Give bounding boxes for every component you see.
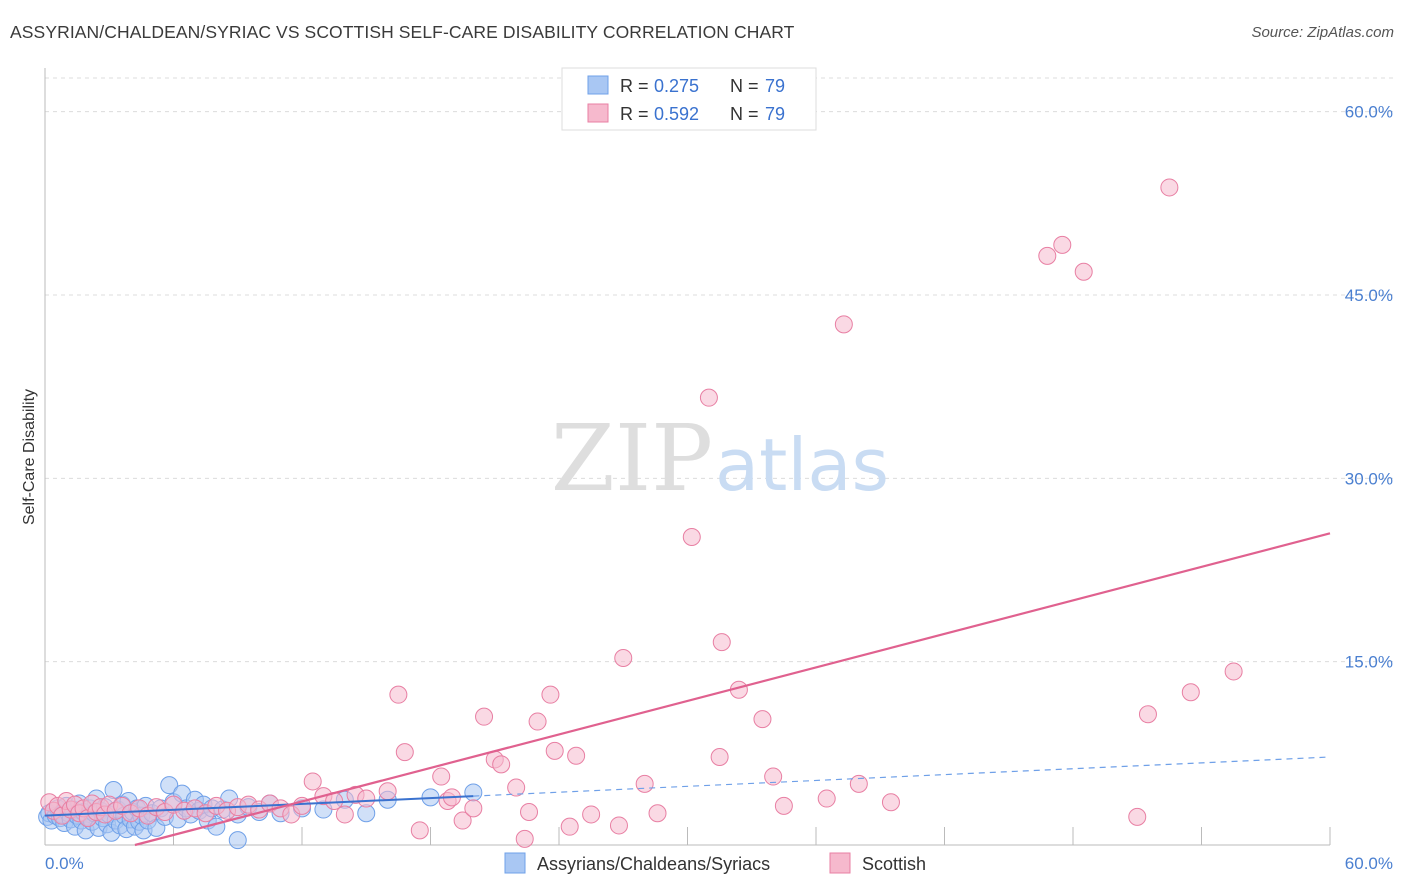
x-tick-label-1: 60.0% — [1345, 854, 1393, 873]
legend-n-label-1: N = — [730, 76, 759, 96]
point-scottish-78 — [1038, 246, 1057, 265]
y-axis-label: Self-Care Disability — [21, 389, 38, 525]
point-scottish-56 — [528, 712, 547, 731]
point-scottish-48 — [453, 811, 472, 830]
point-scottish-50 — [475, 707, 494, 726]
point-scottish-54 — [515, 829, 534, 848]
legend-r-value-2: 0.592 — [654, 104, 699, 124]
data-points — [38, 178, 1243, 850]
axes — [44, 68, 1331, 846]
point-scottish-55 — [520, 803, 539, 821]
watermark-atlas: atlas — [715, 423, 889, 507]
legend-n-label-2: N = — [730, 104, 759, 124]
point-scottish-58 — [545, 741, 564, 760]
bottom-legend-label-scottish: Scottish — [862, 854, 926, 874]
point-scottish-65 — [648, 804, 667, 823]
point-scottish-61 — [582, 805, 601, 824]
point-scottish-72 — [764, 767, 783, 786]
point-scottish-79 — [1053, 235, 1072, 254]
point-assyrian-78 — [228, 831, 247, 850]
point-scottish-59 — [560, 817, 579, 836]
trend-line-assyrian-extension — [473, 756, 1331, 797]
y-tick-label-1: 30.0% — [1345, 469, 1393, 488]
point-scottish-66 — [682, 528, 701, 546]
point-scottish-49 — [464, 799, 483, 818]
point-scottish-77 — [881, 793, 900, 812]
point-scottish-75 — [834, 315, 853, 334]
trend-line-scottish — [134, 532, 1331, 847]
legend-swatch-assyrian — [587, 75, 609, 95]
legend-r-label-1: R = — [620, 76, 649, 96]
point-scottish-76 — [849, 774, 868, 793]
point-scottish-69 — [712, 633, 731, 652]
point-scottish-84 — [1181, 683, 1200, 702]
x-tick-label-0: 0.0% — [45, 854, 84, 873]
legend-swatch-scottish — [587, 103, 609, 123]
point-scottish-82 — [1138, 705, 1157, 724]
point-scottish-53 — [507, 778, 526, 797]
point-scottish-83 — [1160, 178, 1179, 197]
legend-r-label-2: R = — [620, 104, 649, 124]
legend: R = 0.275 N = 79 R = 0.592 N = 79 — [561, 67, 817, 131]
point-scottish-52 — [492, 755, 511, 774]
bottom-legend: Assyrians/Chaldeans/Syriacs Scottish — [504, 852, 926, 874]
point-scottish-63 — [614, 649, 633, 667]
watermark-zip: ZIP — [551, 405, 713, 512]
watermark: ZIP atlas — [551, 405, 889, 512]
point-scottish-43 — [395, 743, 414, 762]
y-tick-label-0: 15.0% — [1345, 653, 1393, 672]
point-scottish-42 — [389, 685, 408, 704]
point-scottish-73 — [774, 796, 793, 815]
trend-lines — [44, 532, 1331, 847]
chart-source: Source: ZipAtlas.com — [1251, 24, 1394, 41]
point-assyrian-77 — [464, 783, 483, 802]
point-scottish-40 — [357, 789, 376, 808]
y-tick-label-3: 60.0% — [1345, 103, 1393, 122]
point-scottish-67 — [699, 388, 718, 407]
point-scottish-71 — [753, 710, 772, 729]
point-scottish-68 — [710, 748, 729, 766]
point-scottish-85 — [1224, 662, 1243, 681]
point-scottish-64 — [635, 774, 654, 793]
point-assyrian-52 — [160, 776, 179, 795]
bottom-legend-swatch-assyrian — [504, 852, 526, 874]
point-scottish-81 — [1128, 807, 1147, 826]
point-scottish-45 — [432, 767, 451, 786]
y-tick-label-2: 45.0% — [1345, 286, 1393, 305]
tick-labels: 15.0% 30.0% 45.0% 60.0% 0.0% 60.0% — [45, 103, 1393, 873]
legend-n-value-2: 79 — [765, 104, 785, 124]
legend-n-value-1: 79 — [765, 76, 785, 96]
legend-r-value-1: 0.275 — [654, 76, 699, 96]
point-scottish-35 — [303, 772, 322, 791]
point-scottish-74 — [817, 789, 836, 808]
point-scottish-44 — [410, 821, 429, 840]
bottom-legend-label-assyrian: Assyrians/Chaldeans/Syriacs — [537, 854, 770, 874]
point-scottish-80 — [1074, 262, 1093, 281]
point-scottish-60 — [567, 746, 586, 765]
point-scottish-41 — [378, 782, 397, 801]
point-scottish-57 — [541, 685, 560, 704]
grid-lines — [45, 77, 1395, 663]
chart-title: ASSYRIAN/CHALDEAN/SYRIAC VS SCOTTISH SEL… — [10, 22, 795, 42]
point-scottish-62 — [609, 816, 628, 835]
trend-line-assyrian — [44, 795, 474, 817]
point-scottish-38 — [335, 805, 354, 824]
bottom-legend-swatch-scottish — [829, 852, 851, 874]
